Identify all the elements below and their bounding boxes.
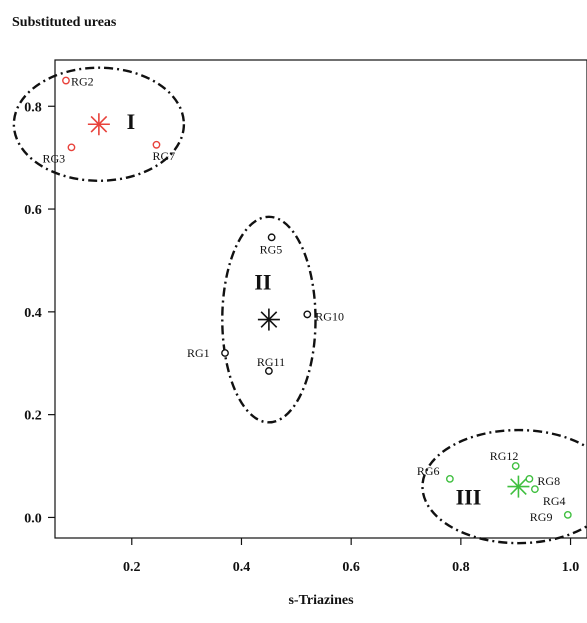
cluster-ellipse	[421, 428, 587, 545]
y-tick-label: 0.4	[24, 306, 42, 321]
star-stroke	[90, 115, 108, 133]
data-point	[264, 367, 273, 375]
point-label: RG11	[257, 355, 285, 369]
y-tick-label: 0.2	[24, 409, 42, 424]
point-label: RG7	[152, 149, 175, 163]
x-axis: 0.2 0.4 0.6 0.8 1.0	[123, 538, 579, 575]
point-label: RG9	[530, 510, 553, 524]
y-tick-label: 0.0	[24, 511, 42, 526]
data-point	[221, 349, 229, 357]
data-point	[445, 474, 454, 483]
x-tick-label: 0.2	[123, 560, 141, 575]
x-tick-label: 1.0	[562, 560, 580, 575]
point-label: RG3	[42, 151, 65, 165]
point-label: RG10	[315, 309, 344, 323]
cluster-centers	[87, 113, 530, 498]
point-label: RG5	[260, 242, 283, 256]
point-label: RG1	[187, 346, 210, 360]
y-tick-label: 0.8	[24, 100, 42, 115]
data-point	[303, 310, 312, 319]
x-axis-label: s-Triazines	[288, 593, 354, 608]
cluster-label: II	[254, 270, 271, 295]
cluster-center-star	[87, 113, 110, 136]
x-tick-label: 0.6	[342, 560, 360, 575]
cluster-label: I	[127, 109, 136, 134]
x-tick-label: 0.4	[233, 560, 251, 575]
y-axis: 0.0 0.2 0.4 0.6 0.8	[24, 100, 55, 526]
point-label: RG4	[543, 494, 566, 508]
data-points: RG1 RG2 RG3 RG4 RG5 RG6 RG7 RG8 RG9 RG10 RG11 RG12	[42, 75, 572, 524]
cluster-ellipse	[12, 66, 186, 182]
data-point	[525, 474, 534, 483]
data-point	[67, 143, 76, 152]
data-point	[62, 76, 70, 85]
cluster-center-star	[257, 308, 280, 331]
plot-frame	[54, 59, 587, 539]
cluster-ellipse	[221, 215, 317, 424]
point-label: RG6	[417, 464, 440, 478]
data-point	[152, 140, 161, 149]
point-label: RG8	[537, 474, 560, 488]
data-point	[267, 233, 276, 242]
x-tick-label: 0.8	[452, 560, 470, 575]
y-tick-label: 0.6	[24, 203, 42, 218]
cluster-center-star	[507, 475, 530, 498]
star-stroke	[510, 478, 527, 495]
chart-title: Substituted ureas	[12, 15, 117, 30]
data-point	[511, 462, 520, 470]
point-label: RG2	[71, 75, 94, 89]
star-stroke	[260, 311, 278, 328]
point-label: RG12	[490, 449, 519, 463]
data-point	[563, 510, 572, 519]
data-point	[530, 485, 539, 494]
cluster-label: III	[456, 485, 482, 510]
